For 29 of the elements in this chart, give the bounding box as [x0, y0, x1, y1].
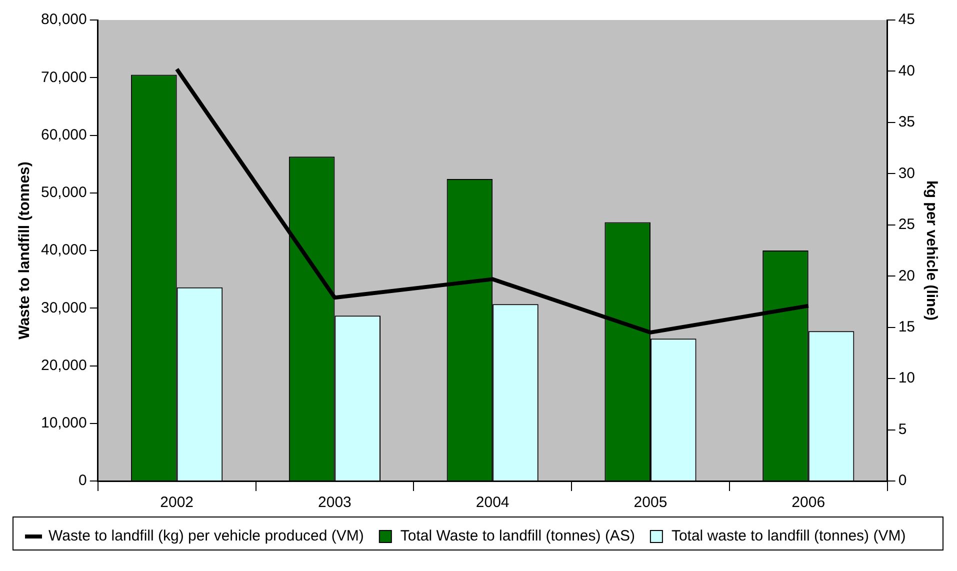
y-tick-label: 60,000	[40, 126, 87, 144]
y2-tick-label: 20	[898, 267, 916, 284]
y2-tick-label: 35	[898, 114, 916, 131]
y2-tick-label: 40	[898, 62, 916, 80]
y-tick-label: 40,000	[40, 242, 87, 259]
x-tick-label: 2006	[792, 494, 826, 512]
y2-tick-label: 5	[898, 420, 907, 438]
y-axis-title: Waste to landfill (tonnes)	[16, 162, 34, 340]
x-tick-label: 2005	[634, 494, 668, 512]
y-tick-label: 10,000	[40, 414, 87, 432]
y2-tick-label: 10	[898, 370, 916, 387]
y-tick-label: 0	[78, 472, 87, 490]
x-tick-label: 2003	[318, 494, 352, 512]
legend-label: Total waste to landfill (tonnes) (VM)	[671, 528, 906, 545]
y2-tick-label: 15	[898, 318, 916, 336]
legend-label: Waste to landfill (kg) per vehicle produced (VM)	[48, 528, 364, 545]
y2-tick-label: 45	[898, 11, 916, 28]
x-tick-label: 2004	[476, 494, 510, 512]
y2-tick-label: 30	[898, 164, 916, 182]
y-tick-label: 30,000	[40, 299, 87, 316]
y-tick-label: 20,000	[40, 356, 87, 374]
y-tick-label: 80,000	[40, 11, 87, 28]
y2-tick-label: 0	[898, 472, 907, 490]
y2-tick-label: 25	[898, 216, 916, 234]
y-tick-label: 70,000	[40, 68, 87, 86]
y-tick-label: 50,000	[40, 184, 87, 202]
y2-axis-title: kg per vehicle (line)	[922, 180, 940, 321]
x-tick-label: 2002	[160, 494, 194, 512]
legend-label: Total Waste to landfill (tonnes) (AS)	[400, 528, 635, 545]
